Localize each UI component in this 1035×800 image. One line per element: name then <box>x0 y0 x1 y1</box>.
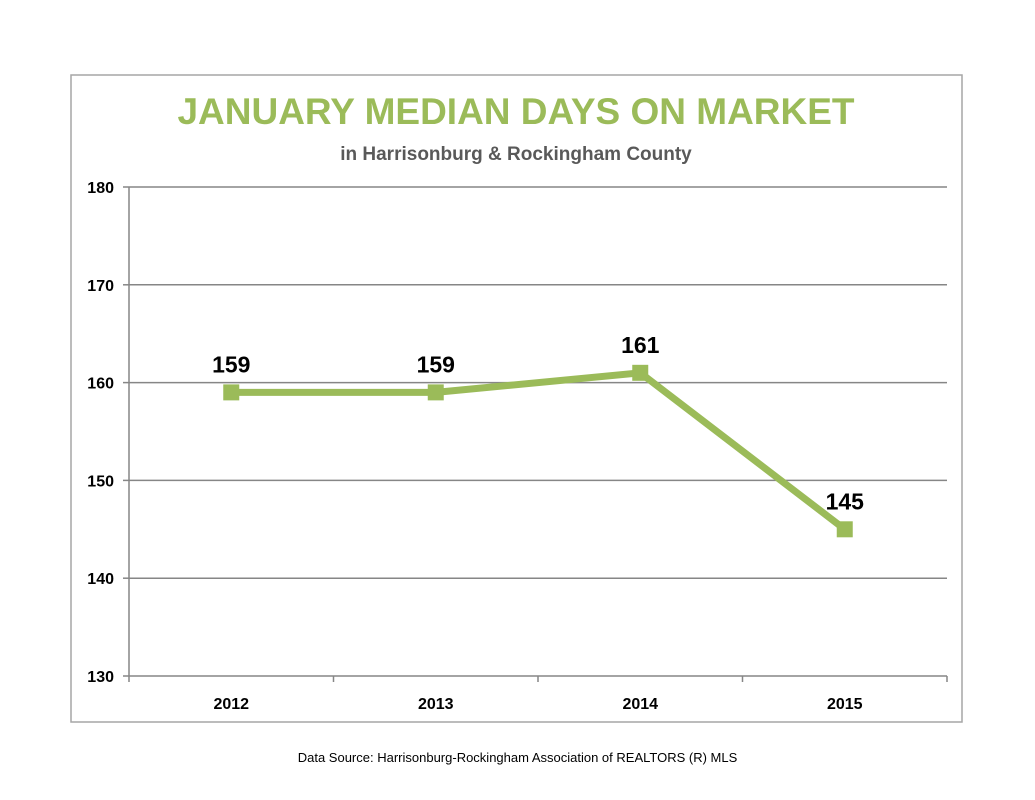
chart-frame <box>70 74 963 723</box>
x-tick-label: 2014 <box>622 696 658 713</box>
data-point-marker <box>632 364 649 381</box>
data-label: 145 <box>826 488 865 514</box>
data-label: 159 <box>417 351 455 377</box>
chart-title: JANUARY MEDIAN DAYS ON MARKET <box>177 91 854 132</box>
data-label: 161 <box>621 332 660 358</box>
tick-labels: 130 140 150 160 170 180 2012 2013 2014 2015 <box>87 180 862 713</box>
data-point-marker <box>223 384 240 401</box>
data-point-marker <box>427 384 444 401</box>
y-tick-label: 130 <box>87 669 114 686</box>
x-tick-label: 2013 <box>418 696 454 713</box>
y-tick-label: 180 <box>87 180 114 197</box>
series <box>223 364 853 538</box>
y-tick-label: 150 <box>87 473 114 490</box>
data-label: 159 <box>212 351 250 377</box>
chart-subtitle: in Harrisonburg & Rockingham County <box>340 144 692 165</box>
y-tick-label: 140 <box>87 571 114 588</box>
x-tick-label: 2015 <box>827 696 863 713</box>
y-tick-label: 160 <box>87 376 114 393</box>
y-tick-label: 170 <box>87 278 114 295</box>
data-source-note: Data Source: Harrisonburg-Rockingham Ass… <box>297 750 738 765</box>
series-line <box>231 369 847 533</box>
axes <box>123 186 948 682</box>
x-tick-label: 2012 <box>213 696 249 713</box>
data-point-marker <box>836 521 853 538</box>
data-labels: 159 159 161 145 <box>212 332 864 514</box>
